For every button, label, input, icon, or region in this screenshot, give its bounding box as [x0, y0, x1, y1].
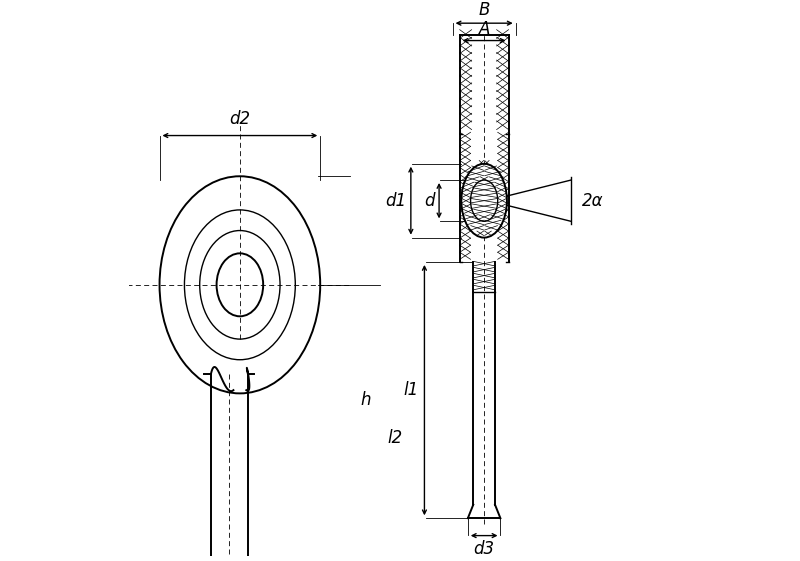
Text: d3: d3: [474, 540, 494, 558]
Text: d: d: [424, 192, 434, 210]
Text: h: h: [360, 391, 370, 409]
Ellipse shape: [470, 180, 498, 221]
Ellipse shape: [462, 164, 507, 238]
Text: d2: d2: [230, 111, 250, 128]
Text: l1: l1: [403, 381, 418, 399]
Text: B: B: [478, 1, 490, 19]
Text: A: A: [478, 20, 490, 38]
Text: l2: l2: [387, 429, 402, 447]
Text: d1: d1: [385, 192, 406, 210]
Text: 2α: 2α: [582, 192, 603, 210]
